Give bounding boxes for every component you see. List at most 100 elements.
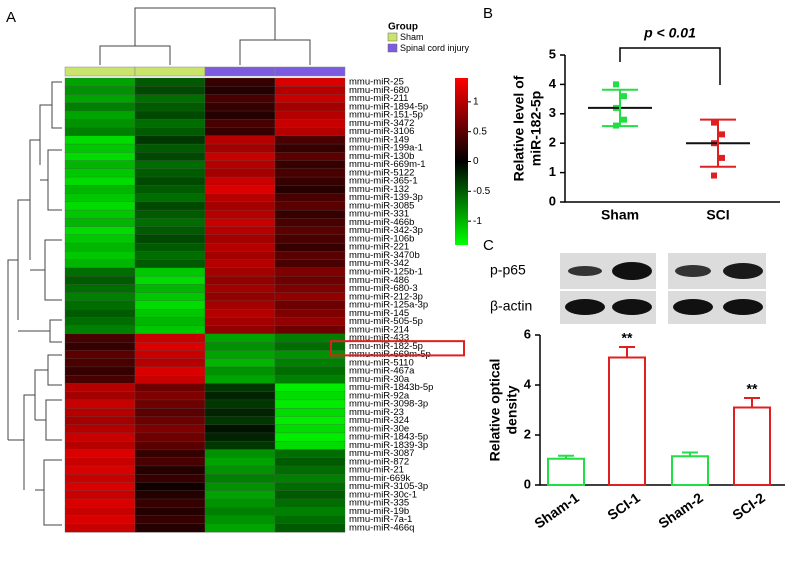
heat-cell [64, 399, 136, 409]
row-label: mmu-miR-182-5p [349, 341, 423, 352]
row-label: mmu-miR-433 [349, 333, 409, 344]
y-tick-label: 0 [549, 193, 556, 208]
heat-cell [64, 375, 136, 384]
heat-cell [204, 127, 276, 137]
heat-cell [204, 135, 276, 145]
heat-cell [204, 408, 276, 417]
heat-cell [204, 284, 276, 294]
heat-cell [134, 350, 206, 360]
heat-cell [134, 259, 206, 269]
row-label: mmu-miR-125b-1 [349, 266, 423, 277]
row-label: mmu-miR-25 [349, 77, 404, 88]
left-dendrogram [7, 81, 62, 526]
heat-cell [134, 515, 206, 525]
heat-cell [64, 424, 136, 434]
point [621, 93, 627, 100]
error-bar [744, 397, 760, 408]
point [711, 119, 717, 126]
group-bar [64, 66, 136, 77]
row-label: mmu-miR-467a [349, 366, 415, 377]
heat-cell [204, 160, 276, 170]
heat-cell [274, 292, 346, 302]
bar [733, 406, 771, 486]
heat-cell [204, 432, 276, 442]
panel-c: C [483, 237, 766, 324]
heat-cell [134, 375, 206, 384]
heat-cell [64, 275, 136, 285]
heat-cell [64, 284, 136, 294]
heat-cell [274, 242, 346, 252]
heat-cell [64, 209, 136, 219]
heat-cell [274, 259, 346, 269]
heat-cell [134, 193, 206, 203]
heat-cell [64, 176, 136, 186]
legend-label: Sham [400, 32, 424, 42]
heat-cell [64, 523, 136, 533]
row-label: mmu-miR-30c-1 [349, 489, 417, 500]
heat-cell [64, 234, 136, 244]
y-axis [564, 55, 780, 203]
heat-cell [204, 193, 276, 203]
row-label: mmu-miR-3470b [349, 250, 420, 261]
heat-cell [134, 408, 206, 417]
row-label: mmu-miR-149 [349, 134, 409, 145]
heat-cell [204, 341, 276, 351]
heat-cell [134, 160, 206, 170]
highlight-box [330, 340, 465, 357]
row-label: mmu-miR-130b [349, 151, 414, 162]
point [613, 81, 619, 88]
heat-cell [274, 498, 346, 508]
heat-cell [134, 465, 206, 475]
heat-cell [204, 300, 276, 310]
heat-cell [64, 242, 136, 252]
heat-cell [274, 94, 346, 104]
heat-cell [64, 358, 136, 368]
heat-cell [204, 416, 276, 426]
colorbar-tick-label: 0 [473, 156, 479, 167]
row-label: mmu-miR-5110 [349, 357, 414, 368]
heat-cell [204, 292, 276, 302]
significance: ** [622, 330, 633, 346]
row-label: mmu-miR-1843-5p [349, 432, 428, 443]
heat-cell [204, 176, 276, 186]
row-label: mmu-miR-132 [349, 184, 409, 195]
heat-cell [134, 94, 206, 104]
heat-cell [204, 185, 276, 195]
heat-cell [64, 292, 136, 302]
heat-cell [64, 366, 136, 376]
heat-cell [64, 160, 136, 170]
heat-cell [274, 86, 346, 95]
heat-cell [274, 317, 346, 327]
heat-cell [274, 375, 346, 384]
heat-cell [204, 375, 276, 384]
heat-cell [204, 523, 276, 533]
heat-cell [274, 193, 346, 203]
heat-cell [64, 185, 136, 195]
top-dendrogram [99, 7, 311, 65]
heat-cell [134, 416, 206, 426]
band [612, 262, 652, 280]
heat-cell [274, 201, 346, 211]
heat-cell [204, 308, 276, 318]
row-label: mmu-miR-221 [349, 242, 409, 253]
heat-cell [134, 127, 206, 137]
heat-cell [64, 218, 136, 228]
row-label: mmu-miR-23 [349, 407, 404, 418]
row-label: mmu-miR-214 [349, 324, 409, 335]
row-label: mmu-miR-324 [349, 415, 409, 426]
heat-cell [134, 152, 206, 161]
heat-cell [64, 77, 136, 87]
heat-cell [64, 449, 136, 459]
heat-cell [274, 300, 346, 310]
row-label: mmu-miR-872 [349, 456, 409, 467]
heat-cell [134, 317, 206, 327]
y-axis-label: Relative optical [487, 359, 503, 462]
heat-cell [134, 358, 206, 368]
heat-cell [274, 102, 346, 112]
heat-cell [204, 143, 276, 153]
bar [547, 457, 585, 486]
heat-cell [204, 275, 276, 285]
row-label: mmu-miR-680-3 [349, 283, 418, 294]
point [711, 172, 717, 179]
heat-cell [134, 325, 206, 335]
